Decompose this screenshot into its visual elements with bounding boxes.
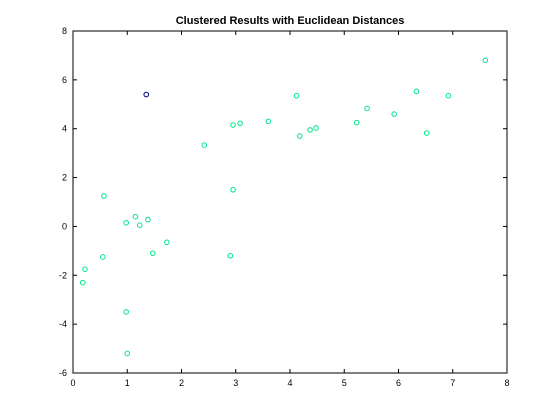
data-point: [307, 127, 313, 133]
data-point: [164, 239, 170, 246]
y-tick-label: -2: [59, 270, 67, 280]
y-tick-label: 8: [62, 26, 67, 36]
y-tick-label: -4: [59, 319, 67, 329]
data-point: [391, 111, 397, 117]
data-point: [313, 125, 319, 131]
data-point: [293, 92, 300, 99]
data-points: [79, 57, 489, 357]
data-point: [230, 122, 236, 128]
x-tick-label: 6: [396, 378, 401, 388]
data-point: [230, 186, 236, 193]
x-tick-label: 4: [287, 378, 292, 388]
data-point: [482, 57, 489, 64]
x-axis: 0 1 2 3 4 5 6 7 8: [70, 31, 510, 388]
data-point: [79, 279, 86, 286]
x-tick-label: 3: [233, 378, 238, 388]
data-point: [413, 88, 420, 95]
data-point: [145, 216, 151, 223]
y-tick-label: 2: [62, 173, 67, 183]
data-point: [201, 142, 208, 148]
x-tick-label: 7: [450, 378, 455, 388]
data-point: [124, 350, 131, 357]
y-axis: -6 -4 -2 0 2 4 6 8: [59, 26, 507, 378]
data-point: [143, 91, 150, 98]
y-tick-label: 0: [62, 221, 67, 231]
data-point: [237, 120, 243, 127]
data-point: [100, 254, 106, 260]
data-point: [82, 266, 88, 272]
plot-frame: [72, 30, 508, 374]
data-point: [149, 250, 156, 257]
y-tick-label: 4: [62, 124, 67, 134]
x-tick-label: 1: [125, 378, 130, 388]
data-point: [265, 118, 272, 125]
data-point: [445, 92, 452, 99]
data-point: [101, 193, 107, 199]
x-tick-label: 8: [504, 378, 509, 388]
y-tick-label: -6: [59, 368, 67, 378]
data-point: [132, 213, 139, 220]
data-point: [136, 222, 143, 229]
data-point: [423, 130, 430, 136]
x-tick-label: 5: [342, 378, 347, 388]
data-point: [296, 133, 303, 139]
data-point: [364, 105, 370, 112]
y-tick-label: 6: [62, 75, 67, 85]
data-point: [353, 119, 360, 126]
x-tick-label: 2: [179, 378, 184, 388]
data-point: [123, 309, 129, 315]
data-point: [227, 252, 234, 259]
chart-title: Clustered Results with Euclidean Distanc…: [176, 15, 405, 27]
x-tick-label: 0: [70, 378, 75, 388]
data-point: [123, 219, 129, 226]
